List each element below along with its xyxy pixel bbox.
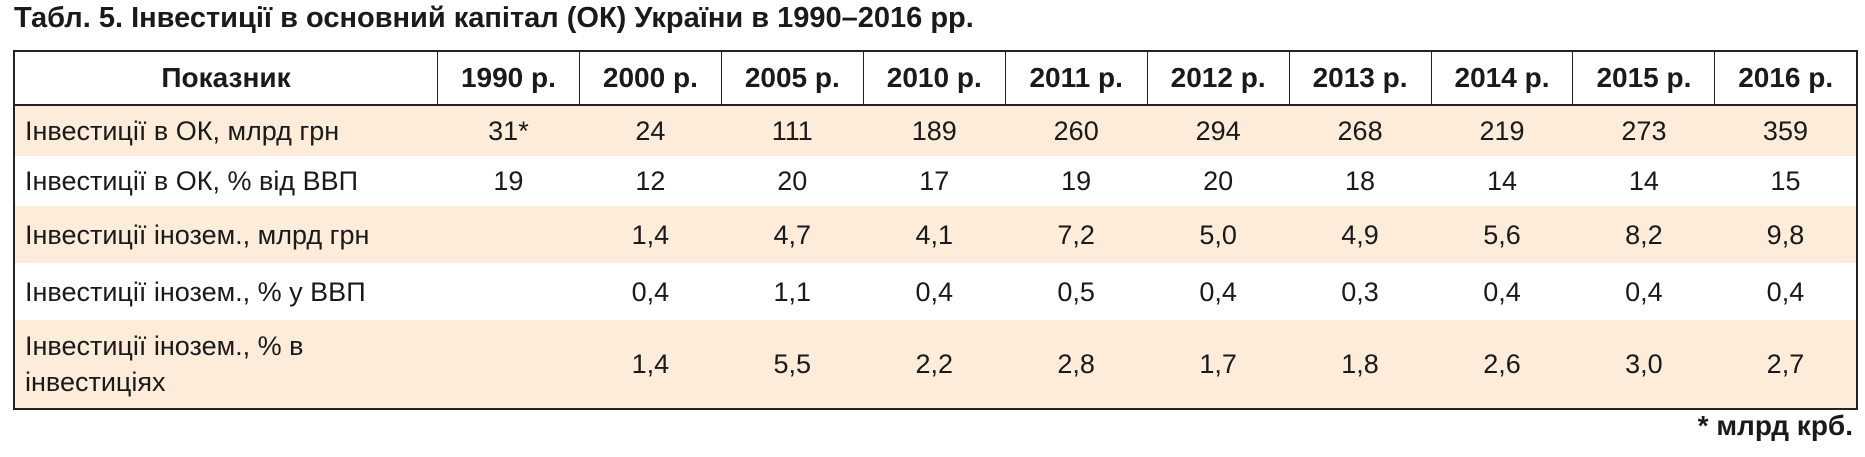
table-cell: 1,4 (579, 206, 722, 263)
table-cell: 260 (1005, 105, 1148, 156)
table-cell: 19 (437, 156, 580, 206)
table-cell: 20 (721, 156, 864, 206)
header-cell-2011: 2011 р. (1005, 51, 1148, 106)
table-row: Інвестиції в ОК, млрд грн 31* 24 111 189… (14, 105, 1857, 156)
table-cell: 4,1 (863, 206, 1006, 263)
table-cell: 14 (1572, 156, 1715, 206)
header-cell-indicator: Показник (14, 51, 438, 106)
header-cell-2005: 2005 р. (721, 51, 864, 106)
table-cell: 12 (579, 156, 722, 206)
table-caption: Табл. 5. Інвестиції в основний капітал (… (14, 2, 974, 34)
row-label: Інвестиції в ОК, % від ВВП (14, 156, 438, 206)
table-row: Інвестиції в ОК, % від ВВП 19 12 20 17 1… (14, 156, 1857, 206)
table-cell: 17 (863, 156, 1006, 206)
table-cell: 8,2 (1572, 206, 1715, 263)
header-cell-2016: 2016 р. (1714, 51, 1857, 106)
investment-table: Показник 1990 р. 2000 р. 2005 р. 2010 р.… (13, 50, 1858, 410)
table-cell: 219 (1431, 105, 1573, 156)
table-row: Інвестиції інозем., % у ВВП 0,4 1,1 0,4 … (14, 263, 1857, 320)
row-label: Інвестиції інозем., млрд грн (14, 206, 438, 263)
table-cell: 189 (863, 105, 1006, 156)
row-label: Інвестиції в ОК, млрд грн (14, 105, 438, 156)
row-label: Інвестиції інозем., % в інвестиціях (14, 320, 438, 409)
table-cell: 5,6 (1431, 206, 1573, 263)
table-cell: 2,8 (1005, 320, 1148, 409)
table-cell: 2,6 (1431, 320, 1573, 409)
header-cell-1990: 1990 р. (437, 51, 580, 106)
table-cell: 5,5 (721, 320, 864, 409)
header-cell-2000: 2000 р. (579, 51, 722, 106)
table-cell: 14 (1431, 156, 1573, 206)
table-cell: 0,4 (1431, 263, 1573, 320)
header-cell-2013: 2013 р. (1289, 51, 1432, 106)
table-cell: 5,0 (1147, 206, 1290, 263)
table-cell: 18 (1289, 156, 1432, 206)
table-cell (437, 320, 580, 409)
table-cell: 2,7 (1714, 320, 1857, 409)
table-cell: 1,4 (579, 320, 722, 409)
table-cell: 273 (1572, 105, 1715, 156)
table-cell (437, 206, 580, 263)
header-cell-2012: 2012 р. (1147, 51, 1290, 106)
table-cell: 19 (1005, 156, 1148, 206)
table-cell: 0,3 (1289, 263, 1432, 320)
table-cell: 31* (437, 105, 580, 156)
table-cell: 1,8 (1289, 320, 1432, 409)
header-cell-2014: 2014 р. (1431, 51, 1574, 106)
table-cell: 0,4 (863, 263, 1006, 320)
footnote: * млрд крб. (1697, 410, 1853, 441)
table-cell: 1,7 (1147, 320, 1290, 409)
table-cell: 9,8 (1714, 206, 1857, 263)
table-cell: 20 (1147, 156, 1290, 206)
table-row: Інвестиції інозем., млрд грн 1,4 4,7 4,1… (14, 206, 1857, 263)
header-cell-2015: 2015 р. (1572, 51, 1716, 106)
header-row: Показник 1990 р. 2000 р. 2005 р. 2010 р.… (14, 51, 1857, 106)
table-cell: 2,2 (863, 320, 1006, 409)
table-cell: 0,5 (1005, 263, 1148, 320)
table-cell: 4,9 (1289, 206, 1432, 263)
table-cell: 3,0 (1572, 320, 1715, 409)
table-cell: 268 (1289, 105, 1432, 156)
table-cell: 4,7 (721, 206, 864, 263)
row-label: Інвестиції інозем., % у ВВП (14, 263, 438, 320)
table-cell: 1,1 (721, 263, 864, 320)
table-cell: 0,4 (1147, 263, 1290, 320)
table-row: Інвестиції інозем., % в інвестиціях 1,4 … (14, 320, 1857, 409)
header-cell-2010: 2010 р. (863, 51, 1006, 106)
table-cell: 0,4 (1572, 263, 1715, 320)
table-cell: 24 (579, 105, 722, 156)
table-cell (437, 263, 580, 320)
table-cell: 111 (721, 105, 864, 156)
table-cell: 294 (1147, 105, 1290, 156)
table-cell: 359 (1714, 105, 1857, 156)
table-cell: 0,4 (1714, 263, 1857, 320)
table-cell: 15 (1714, 156, 1857, 206)
table-cell: 0,4 (579, 263, 722, 320)
table-cell: 7,2 (1005, 206, 1148, 263)
